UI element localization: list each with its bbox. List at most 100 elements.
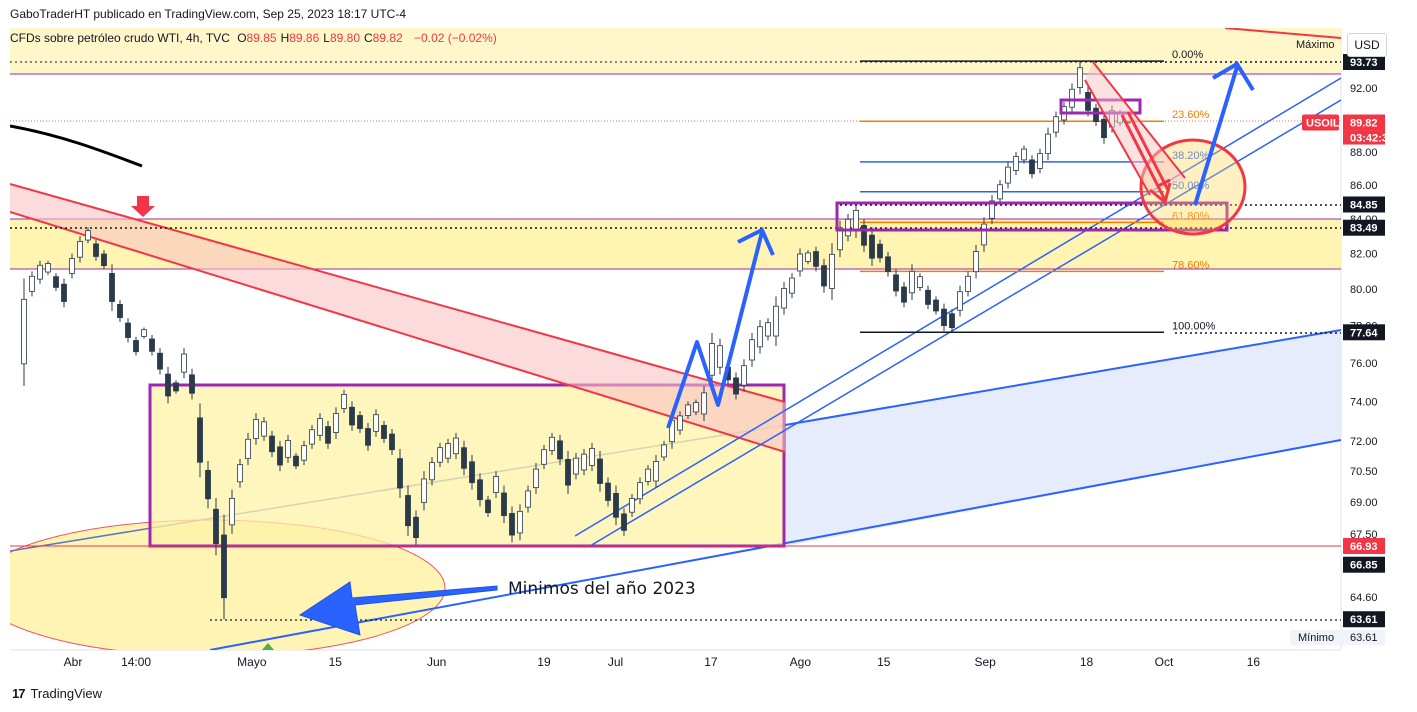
x-tick-label: 15 [329,655,343,669]
ohlc-key: O [237,31,247,45]
fib-level-label: 0.00% [1172,49,1203,61]
candle-body [93,243,99,257]
candle-body [789,277,795,294]
candle-body [277,446,283,466]
candle-body [125,322,131,338]
candle-body [357,415,363,429]
candle-body [957,291,963,311]
lows-pointer-arrow [298,581,498,636]
publisher-line: GaboTraderHT publicado en TradingView.co… [10,7,407,21]
candle-body [677,415,683,431]
candle-body [189,374,195,394]
price-label: 63.61 [1350,614,1378,626]
x-tick-label: Ago [790,655,812,669]
candle-body [877,243,883,259]
price-change: −0.02 (−0.02%) [414,31,497,45]
candle-body [269,435,275,453]
candle-body [173,382,179,392]
fib-level-label: 78.60% [1172,259,1210,271]
candle-body [853,210,859,232]
min-label: Mínimo [1298,632,1334,644]
candle-body [437,447,443,463]
price-label: 66.85 [1350,560,1378,572]
candle-body [885,256,891,273]
y-tick-label: 72.00 [1350,436,1378,448]
price-label: 93.73 [1350,57,1378,69]
price-label-bg [1343,54,1385,70]
candle-body [365,428,371,446]
candle-body [741,365,747,386]
candle-body [141,329,147,337]
y-tick-label: 69.00 [1350,497,1378,509]
candle-body [469,461,475,484]
candle-body [197,417,203,463]
x-tick-label: Mayo [237,655,267,669]
candle-body [261,421,267,437]
symbol-line: CFDs sobre petróleo crudo WTI, 4h, TVC O… [10,31,497,45]
candle-body [485,499,491,514]
ohlc-key: C [364,31,373,45]
candle-body [181,353,187,373]
candle-body [333,413,339,433]
ohlc-key: H [280,31,290,45]
price-label-bg [1343,219,1385,236]
candle-body [773,305,779,337]
candle-body [69,258,75,274]
price-label-bg [1343,537,1385,554]
candle-body [749,339,755,361]
candle-body [549,436,555,451]
ohlc-key: L [323,31,330,45]
candle-body [637,482,643,500]
candle-body [101,253,107,267]
symbol-tag [1302,114,1339,131]
candle-body [77,241,83,258]
fib-level-label: 38.20% [1172,150,1210,162]
price-label: 84.85 [1350,199,1378,211]
candles [21,61,1131,620]
candle-body [213,508,219,545]
candle-body [597,458,603,484]
ohlc-values: O89.85 H89.86 L89.80 C89.82 [237,31,407,45]
candle-body [517,510,523,534]
symbol-info[interactable]: CFDs sobre petróleo crudo WTI, 4h, TVC [10,31,230,45]
candle-body [901,286,907,303]
candle-body [413,516,419,539]
y-tick-label: 76.00 [1350,358,1378,370]
candle-body [53,276,59,288]
candle-body [349,406,355,426]
candle-body [341,394,347,409]
annotation-2023-lows: Minimos del año 2023 [508,579,696,599]
candle-body [21,298,27,365]
price-labels: 93.73 USOIL 89.82 03:42:36 84.85 83.49 77.64 66… [1302,54,1394,628]
candle-body [61,283,67,302]
x-axis[interactable]: Abr 14:00 Mayo 15 Jun 19 Jul 17 Ago 15 Sep 18 Oct 16 [64,655,1261,669]
candle-body [477,479,483,501]
footer: 17 TradingView [12,686,102,701]
max-label: Máximo [1296,39,1335,51]
price-label: 83.49 [1350,223,1378,235]
y-tick-label: 67.50 [1350,529,1378,541]
breakout-range-box [835,201,1229,232]
candle-body [205,469,211,500]
candle-body [941,308,947,327]
candle-body [149,338,155,352]
y-tick-label: 88.00 [1350,147,1378,159]
tradingview-logo-icon: 17 [12,686,26,701]
candle-body [733,377,739,395]
currency-button[interactable]: USD [1347,33,1387,57]
low-marker [262,643,274,650]
fib-level-label: 100.00% [1172,320,1216,332]
price-label-bg [1343,114,1385,131]
candle-body [925,289,931,305]
candle-body [1101,118,1107,139]
price-label: 66.93 [1350,541,1378,553]
candle-body [949,313,955,329]
candle-body [893,274,899,292]
candle-body [1069,88,1075,108]
y-axis[interactable]: 92.0090.0088.0086.0084.0082.0080.0078.00… [1350,83,1378,604]
candle-body [645,468,651,482]
candle-body [709,343,715,376]
candle-body [765,322,771,337]
candle-body [509,513,515,536]
